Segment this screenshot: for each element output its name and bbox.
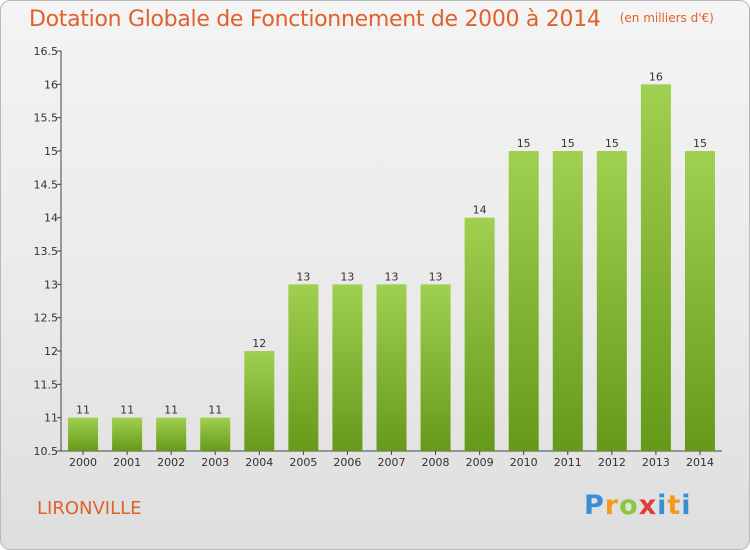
x-tick-label: 2013 xyxy=(642,456,670,469)
bar-value-label: 15 xyxy=(561,137,575,150)
bar-value-label: 11 xyxy=(208,404,222,417)
x-tick-label: 2010 xyxy=(510,456,538,469)
bars: 11 11 11 11 12 13 13 13 13 14 15 15 15 16 15 xyxy=(68,70,715,451)
bar xyxy=(552,151,583,451)
y-tick-label: 14.5 xyxy=(34,178,59,191)
bar xyxy=(596,151,627,451)
x-tick-label: 2001 xyxy=(113,456,141,469)
y-tick-label: 10.5 xyxy=(34,445,59,458)
bar-value-label: 15 xyxy=(693,137,707,150)
y-tick-label: 12 xyxy=(44,345,58,358)
bar-value-label: 11 xyxy=(120,404,134,417)
y-tick-label: 16.5 xyxy=(34,45,59,58)
bar-value-label: 16 xyxy=(649,70,663,83)
y-tick-label: 13.5 xyxy=(34,245,59,258)
y-tick-label: 12.5 xyxy=(34,312,59,325)
bar xyxy=(332,284,363,451)
chart-title: Dotation Globale de Fonctionnement de 20… xyxy=(29,7,601,32)
x-tick-label: 2012 xyxy=(598,456,626,469)
x-tick-label: 2006 xyxy=(333,456,361,469)
bar-value-label: 13 xyxy=(429,270,443,283)
y-tick-label: 11.5 xyxy=(34,378,59,391)
y-tick-label: 13 xyxy=(44,278,58,291)
y-tick-label: 16 xyxy=(44,78,58,91)
x-tick-label: 2009 xyxy=(466,456,494,469)
bar xyxy=(200,417,231,451)
x-tick-label: 2003 xyxy=(201,456,229,469)
bar xyxy=(464,217,495,451)
x-tick-label: 2014 xyxy=(686,456,714,469)
bar xyxy=(68,417,99,451)
bar xyxy=(508,151,539,451)
bar-value-label: 13 xyxy=(340,270,354,283)
chart-unit: (en milliers d'€) xyxy=(619,11,714,25)
x-tick-label: 2005 xyxy=(289,456,317,469)
commune-name: LIRONVILLE xyxy=(37,498,142,519)
x-tick-label: 2002 xyxy=(157,456,185,469)
axes: 10.5 11 11.5 12 12.5 13 13.5 14 14.5 15 15.5 16 16.5… xyxy=(34,45,722,469)
y-tick-label: 11 xyxy=(44,412,58,425)
x-tick-label: 2011 xyxy=(554,456,582,469)
bar-value-label: 12 xyxy=(252,337,266,350)
bar xyxy=(640,84,671,451)
bar xyxy=(244,351,275,451)
bar xyxy=(376,284,407,451)
x-tick-label: 2000 xyxy=(69,456,97,469)
title-row: Dotation Globale de Fonctionnement de 20… xyxy=(29,7,714,32)
x-tick-label: 2008 xyxy=(422,456,450,469)
bar xyxy=(684,151,715,451)
bar xyxy=(112,417,143,451)
x-tick-label: 2004 xyxy=(245,456,273,469)
bar xyxy=(420,284,451,451)
bar-value-label: 15 xyxy=(517,137,531,150)
y-tick-label: 14 xyxy=(44,212,58,225)
bar-value-label: 11 xyxy=(164,404,178,417)
bar-value-label: 14 xyxy=(473,204,487,217)
bar-value-label: 15 xyxy=(605,137,619,150)
bar-value-label: 13 xyxy=(296,270,310,283)
bar-value-label: 13 xyxy=(385,270,399,283)
y-tick-label: 15 xyxy=(44,145,58,158)
y-tick-label: 15.5 xyxy=(34,112,59,125)
brand-logo[interactable]: Proxiti xyxy=(584,490,692,521)
bar xyxy=(288,284,319,451)
x-tick-label: 2007 xyxy=(378,456,406,469)
bar xyxy=(156,417,187,451)
bar-value-label: 11 xyxy=(76,404,90,417)
